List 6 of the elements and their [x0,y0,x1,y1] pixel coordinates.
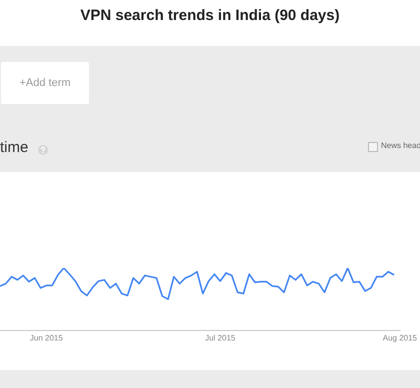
text: +Add term [1,62,89,104]
x-tick-label: Jun 2015 [30,333,64,342]
x-tick-label: Jul 2015 [205,333,236,342]
chart-title: VPN search trends in India (90 days) [79,7,341,24]
text: time [0,139,28,156]
x-tick-label: Aug 2015 [382,333,418,342]
